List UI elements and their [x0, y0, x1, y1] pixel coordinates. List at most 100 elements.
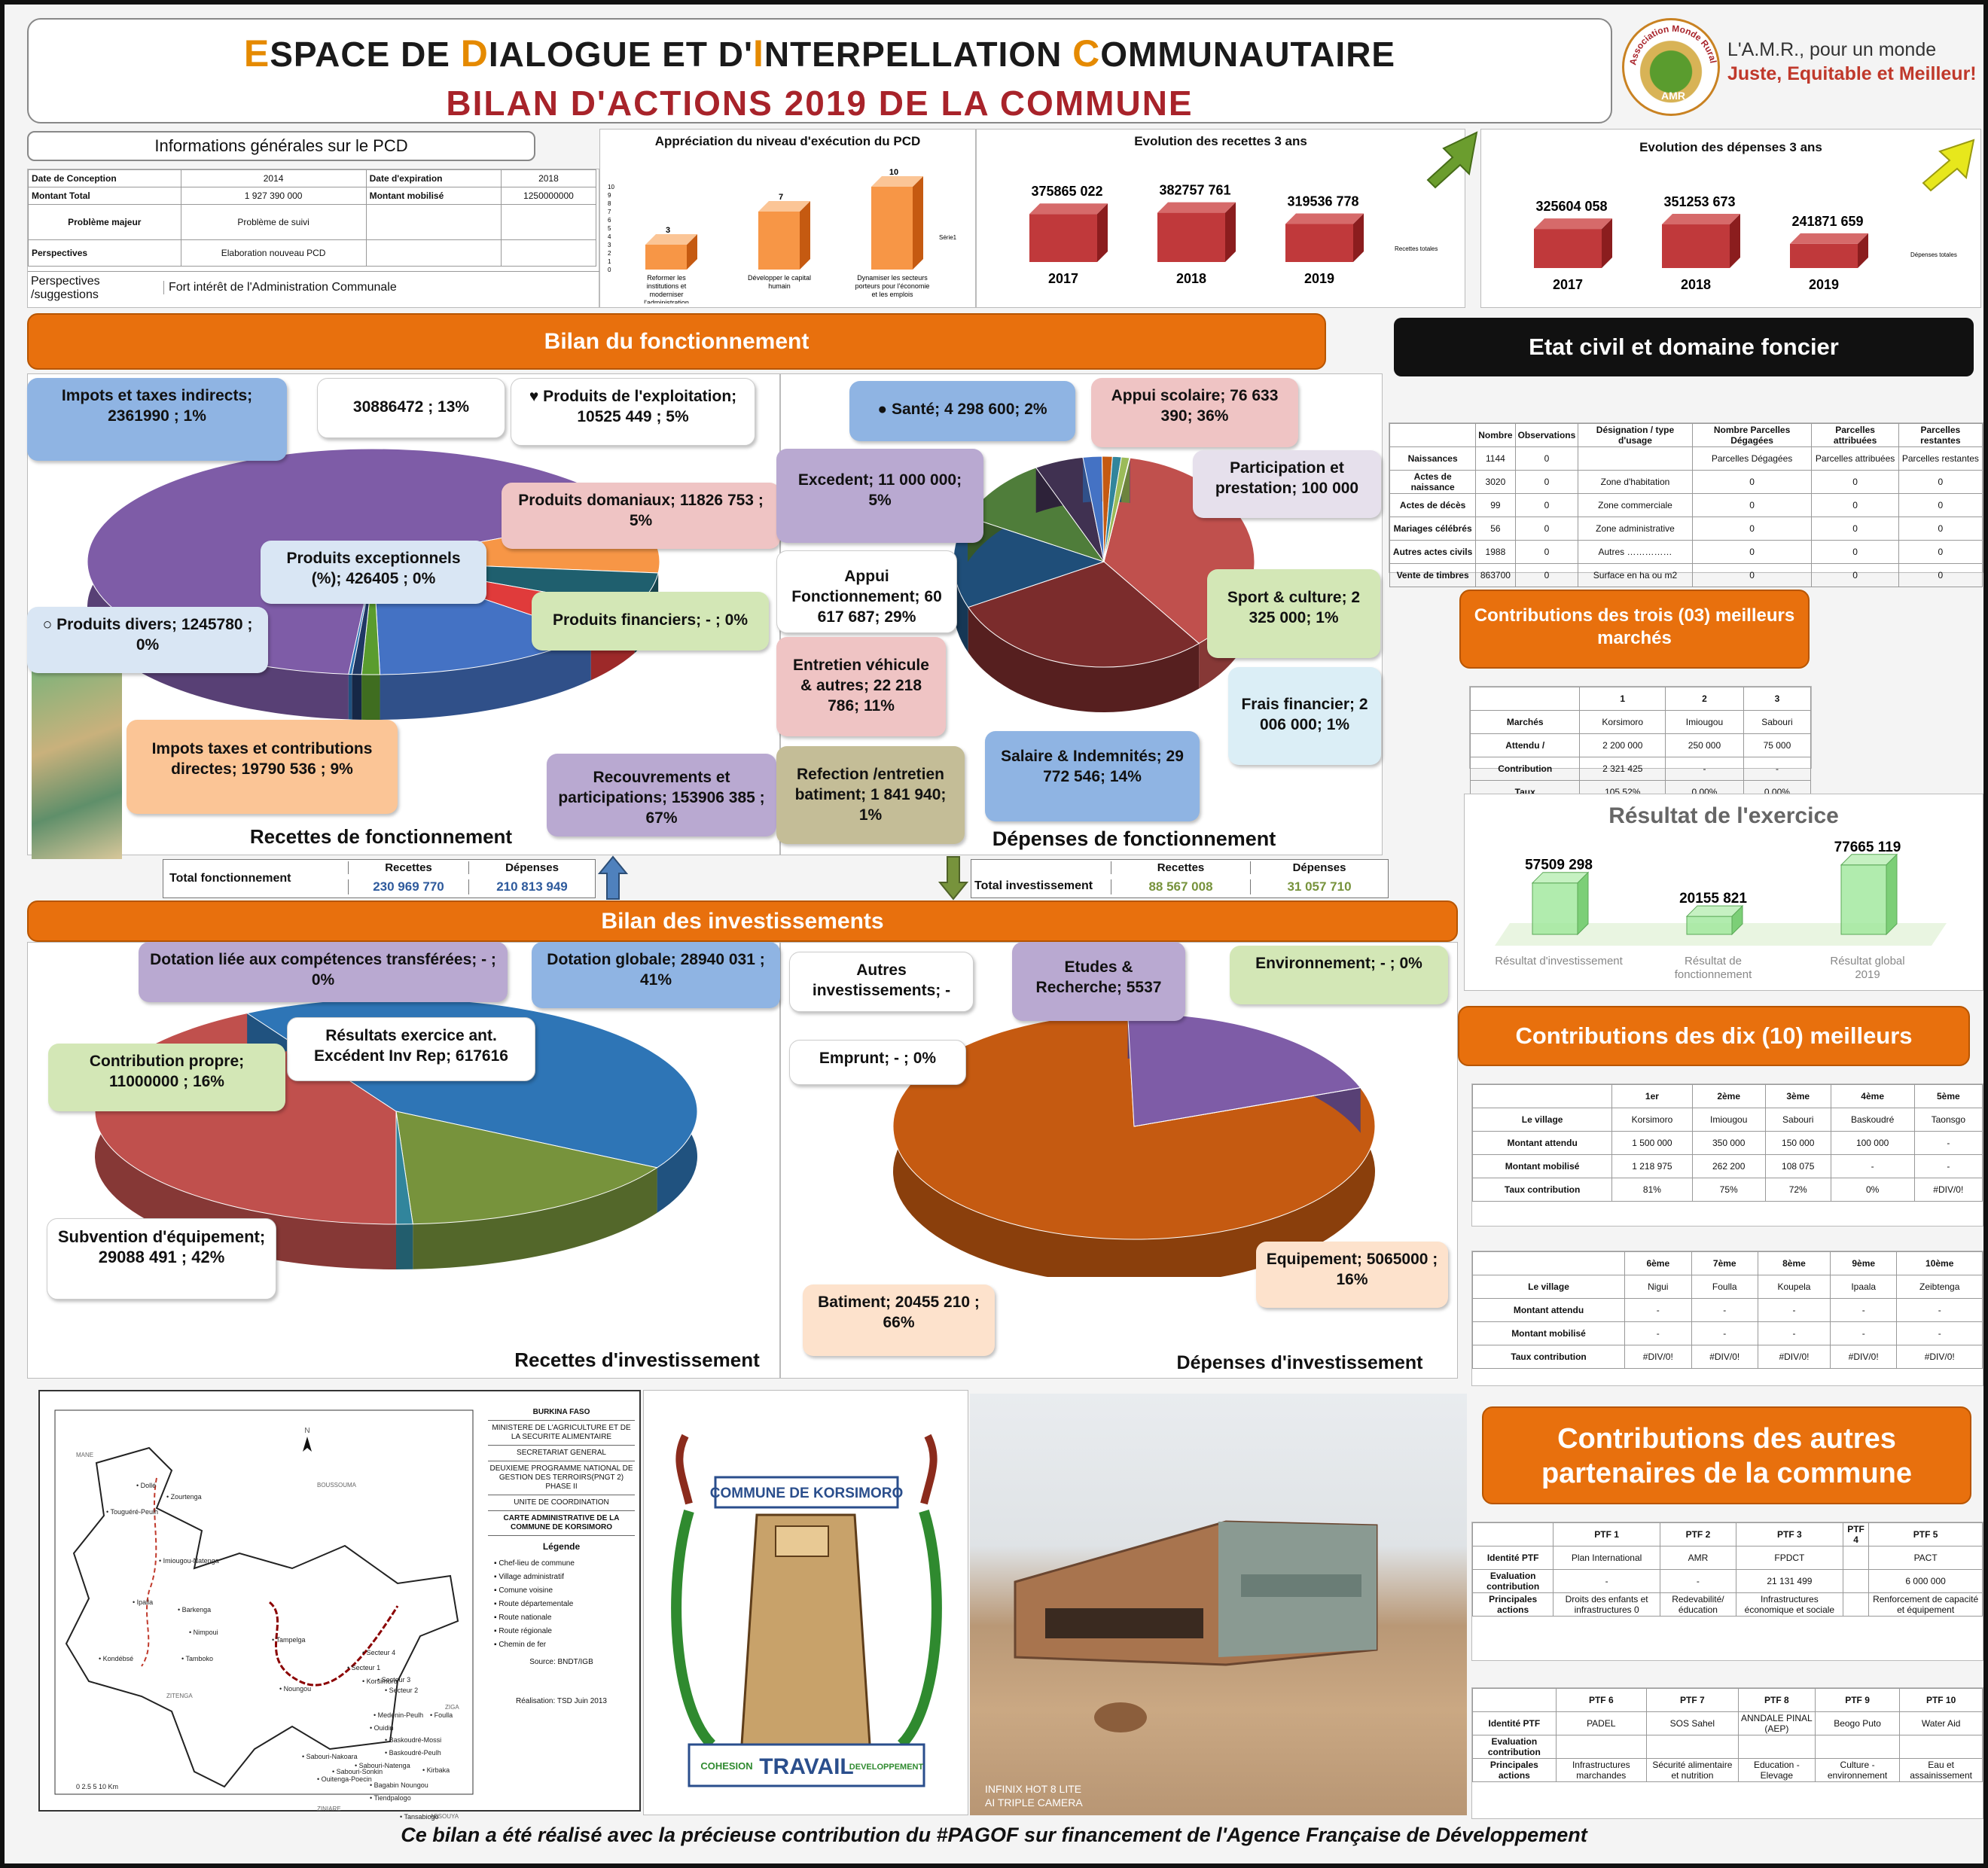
- title-word-3: OMMUNAUTAIRE: [1100, 35, 1396, 74]
- table-cell: -: [1829, 1321, 1898, 1345]
- recettes-fonct-slice: [361, 561, 381, 720]
- marches-panel: 1 2 3 Marchés Korsimoro Imiougou Sabouri Attend…: [1469, 686, 1812, 804]
- map-realisation: Réalisation: TSD Juin 2013: [516, 1697, 607, 1705]
- map-village-label: • Secteur 4: [362, 1649, 396, 1656]
- table-cell: 0: [1898, 540, 1983, 564]
- table-cell: -: [1896, 1321, 1983, 1345]
- table-cell: PTF 4: [1842, 1522, 1870, 1547]
- resultat-category: fonctionnement: [1675, 968, 1752, 981]
- table-cell: Le village: [1471, 1275, 1626, 1299]
- recettes-fonct-title: Recettes de fonctionnement: [249, 825, 513, 848]
- map-village-label: • Sabouri-Sonkin: [332, 1768, 383, 1775]
- pcd-chart-panel: Appréciation du niveau d'exécution du PC…: [599, 129, 976, 308]
- table-row: Taux contribution 81% 75% 72% 0% #DIV/0!: [1471, 1178, 1983, 1202]
- table-cell: ANNDALE PINAL (AEP): [1737, 1711, 1816, 1735]
- label-contribution-propre: Contribution propre; 11000000 ; 16%: [48, 1044, 285, 1111]
- table-row: Vente de timbres 863700 0 Surface en ha ou …: [1389, 563, 1983, 587]
- dot-icon: ●: [877, 401, 892, 418]
- table-cell: SOS Sahel: [1645, 1711, 1739, 1735]
- table-cell: Foulla: [1691, 1275, 1758, 1299]
- slogan: L'A.M.R., pour un monde Juste, Equitable…: [1727, 38, 1983, 86]
- table-cell: -: [1913, 1154, 1983, 1178]
- resultat-category: Résultat d'investissement: [1495, 955, 1623, 968]
- table-cell: Identité PTF: [1472, 1711, 1557, 1735]
- pcd-ytick: 7: [608, 209, 611, 215]
- table-row: Taux contribution #DIV/0! #DIV/0! #DIV/0! #D…: [1471, 1345, 1983, 1369]
- table-cell: PTF 10: [1899, 1688, 1983, 1712]
- total-invest-depenses-h: Dépenses: [1250, 861, 1388, 874]
- pcd-legend: Série1: [939, 234, 957, 241]
- map-village-label: • Barkenga: [178, 1606, 212, 1614]
- resultat-bar: [1685, 904, 1744, 936]
- table-cell: PTF 9: [1814, 1688, 1901, 1712]
- pcd-category-label: porteurs pour l'économie: [855, 282, 930, 290]
- pcd-category-label: et les emplois: [871, 291, 913, 298]
- suggestions-label: Perspectives /suggestions: [31, 275, 100, 301]
- pcd-category-label: Dynamiser les secteurs: [857, 274, 928, 282]
- section-investissements: Bilan des investissements: [27, 900, 1458, 942]
- table-cell: -: [1691, 1321, 1758, 1345]
- table-cell: Identité PTF: [1471, 1546, 1554, 1570]
- table-cell: Infrastructures marchandes: [1555, 1758, 1647, 1782]
- label-sante: ● Santé; 4 298 600; 2%: [849, 381, 1075, 441]
- pcd-ytick: 0: [608, 267, 611, 273]
- map-village-label: • Secteur 2: [385, 1687, 419, 1694]
- heart-icon: ♥: [529, 388, 544, 405]
- table-row: Perspectives Elaboration nouveau PCD: [28, 239, 597, 267]
- info-table: Date de Conception 2014 Date d'expiration 2…: [28, 169, 597, 267]
- map-neighbor-label: ABSOUYA: [430, 1813, 459, 1820]
- table-cell: [1471, 1084, 1613, 1108]
- label-emprunt: Emprunt; - ; 0%: [789, 1040, 966, 1085]
- pcd-bar: [645, 234, 697, 270]
- label-equipement: Equipement; 5065000 ; 16%: [1256, 1242, 1448, 1308]
- table-cell: Korsimoro: [1579, 710, 1666, 734]
- ptf-panel-1: PTF 1 PTF 2 PTF 3 PTF 4 PTF 5 Identité PTF Pla…: [1471, 1522, 1983, 1661]
- map-header-line: DEUXIEME PROGRAMME NATIONAL DE GESTION D…: [488, 1461, 635, 1495]
- depenses-fonct-slice: [1103, 457, 1131, 562]
- map-village-label: • Ouitenga-Poecin: [317, 1775, 372, 1783]
- map-legend-item: ▪ Route départementale: [494, 1600, 574, 1608]
- table-cell: 1er: [1611, 1084, 1693, 1108]
- table-row: Actes de naissance 3020 0 Zone d'habitation…: [1389, 470, 1983, 494]
- label-frais-financier: Frais financier; 2 006 000; 1%: [1228, 667, 1381, 765]
- table-cell: -: [1896, 1298, 1983, 1322]
- map-neighbor-label: ZITENGA: [166, 1693, 193, 1699]
- table-cell: 0: [1898, 470, 1983, 494]
- table-row: Evaluation contribution: [1472, 1735, 1983, 1759]
- pcd-category-label: institutions et: [647, 282, 687, 290]
- pcd-bar: [871, 176, 923, 270]
- table-cell: Naissances: [1389, 446, 1477, 471]
- label-slice-13pct: 30886472 ; 13%: [317, 378, 505, 438]
- table-cell: [1472, 1688, 1557, 1712]
- table-cell: 0: [1811, 493, 1899, 517]
- table-cell: Koupela: [1757, 1275, 1831, 1299]
- recettes-year-label: 2019: [1304, 271, 1334, 286]
- table-cell: 0: [1514, 446, 1579, 471]
- recettes-invest-slice: [395, 1111, 658, 1269]
- dix-panel-1: 1er 2ème 3ème 4ème 5ème Le village Korsimoro Im…: [1471, 1083, 1983, 1227]
- table-cell: Zone d'habitation: [1578, 470, 1693, 494]
- info-panel: Date de Conception 2014 Date d'expiration 2…: [27, 169, 600, 309]
- table-cell: Taonsgo: [1913, 1108, 1983, 1132]
- table-cell: 0: [1811, 540, 1899, 564]
- recettes-legend: Recettes totales: [1395, 245, 1438, 252]
- table-row: Montant attendu - - - - -: [1471, 1298, 1983, 1322]
- table-row: Autres actes civils 1988 0 Autres …………… 0 0 0: [1389, 540, 1983, 564]
- table-cell: [1389, 423, 1477, 447]
- pcd-ytick: 6: [608, 217, 611, 224]
- table-cell: PTF 6: [1555, 1688, 1647, 1712]
- table-cell: #DIV/0!: [1896, 1345, 1983, 1369]
- map-village-label: • Bagabin Noungou: [370, 1781, 428, 1789]
- table-cell: 10ème: [1896, 1251, 1983, 1275]
- north-arrow-icon: [303, 1437, 312, 1452]
- resultat-bar: [1840, 853, 1898, 936]
- total-fonct-label: Total fonctionnement: [169, 872, 291, 885]
- label-sport-culture: Sport & culture; 2 325 000; 1%: [1207, 569, 1380, 658]
- suggestions-row: Perspectives /suggestions Fort intérêt d…: [28, 271, 600, 309]
- map-legend-item: ▪ Route régionale: [494, 1627, 552, 1635]
- amr-logo: Association Monde Rural AMR: [1622, 18, 1720, 116]
- total-invest-recettes: 88 567 008: [1111, 879, 1250, 894]
- down-arrow-olive-icon: [938, 856, 968, 900]
- resultat-panel: Résultat de l'exercice 57509 298 Résultat…: [1464, 794, 1983, 991]
- table-cell: Eau et assainissement: [1899, 1758, 1983, 1782]
